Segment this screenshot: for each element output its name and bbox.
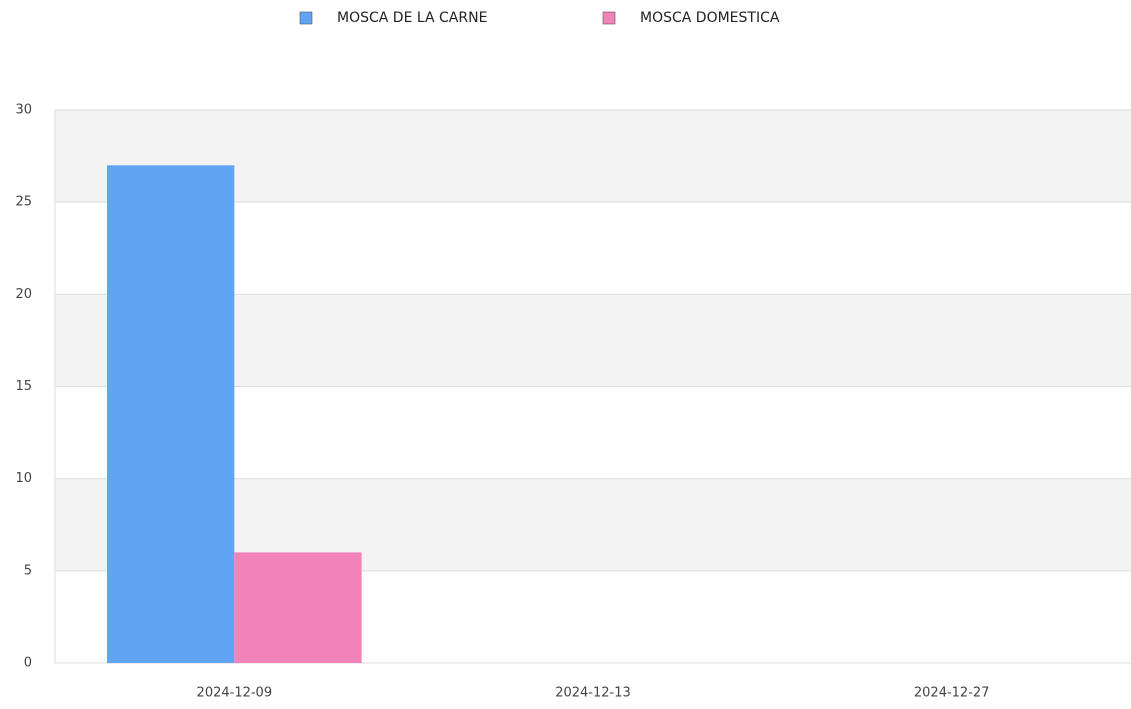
bar (234, 552, 362, 663)
x-tick-label: 2024-12-09 (197, 686, 273, 701)
legend-swatch (602, 11, 616, 25)
y-tick-label: 20 (15, 287, 32, 302)
y-tick-label: 5 (24, 563, 32, 578)
bar (107, 165, 235, 664)
legend-swatch (299, 11, 313, 25)
y-tick-label: 0 (24, 656, 32, 671)
legend-label: MOSCA DOMESTICA (640, 10, 780, 26)
x-tick-label: 2024-12-27 (914, 686, 990, 701)
y-tick-label: 15 (15, 379, 32, 394)
x-tick-label: 2024-12-13 (555, 686, 631, 701)
y-tick-label: 30 (15, 103, 32, 118)
y-tick-label: 10 (15, 471, 32, 486)
legend-label: MOSCA DE LA CARNE (337, 10, 487, 26)
y-tick-label: 25 (15, 195, 32, 210)
